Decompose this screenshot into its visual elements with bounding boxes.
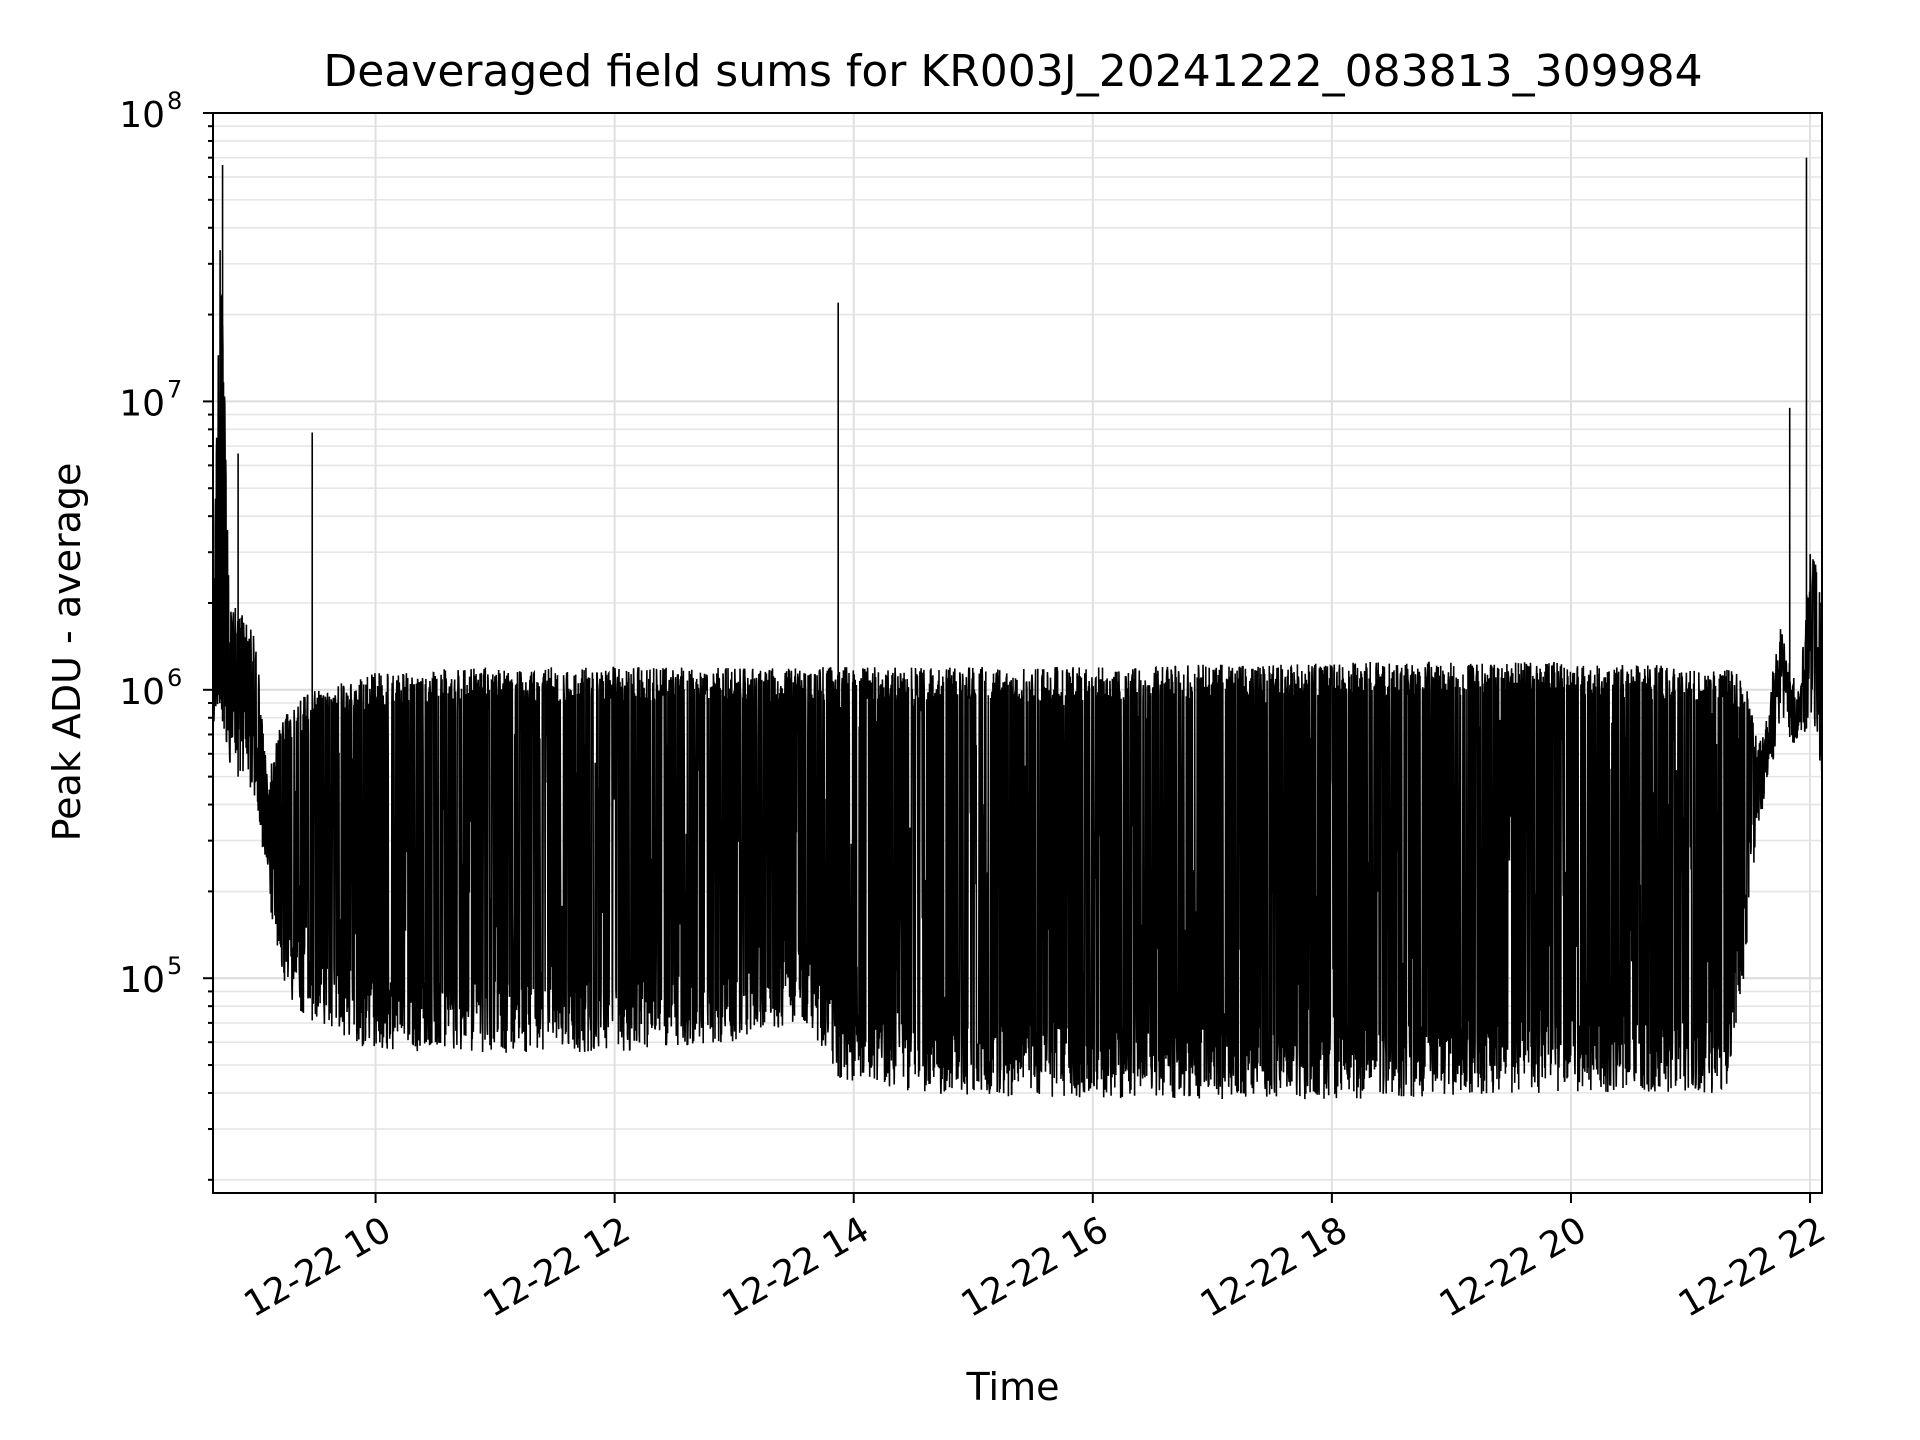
x-axis-label: Time — [966, 1365, 1060, 1409]
y-tick-label-exponent: 8 — [167, 87, 182, 115]
plot-frame — [212, 112, 1823, 1194]
y-tick-label: 10 — [119, 95, 165, 136]
data-line — [212, 250, 1823, 1100]
y-tick-label: 10 — [119, 383, 165, 424]
y-tick-label-exponent: 7 — [167, 375, 182, 403]
chart-title: Deaveraged field sums for KR003J_2024122… — [323, 46, 1702, 97]
data-series — [212, 157, 1823, 1100]
y-axis-label: Peak ADU - average — [45, 463, 89, 842]
y-tick-label: 10 — [119, 672, 165, 713]
y-tick-label: 10 — [119, 960, 165, 1001]
y-tick-label-exponent: 6 — [167, 664, 182, 692]
y-tick-label-exponent: 5 — [167, 952, 182, 980]
